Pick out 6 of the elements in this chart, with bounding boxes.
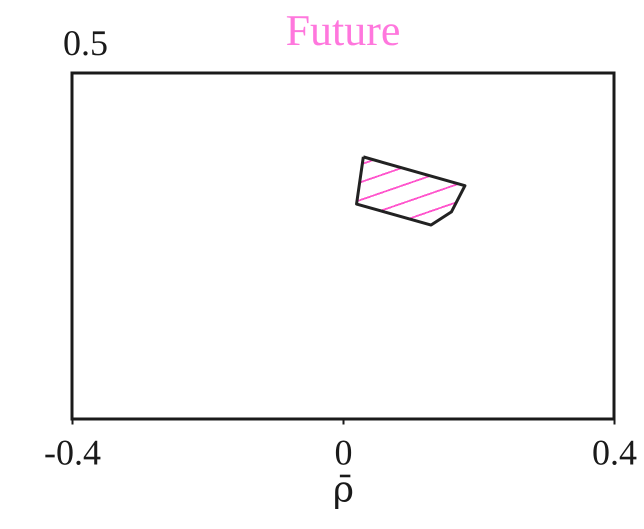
x-tick-label: -0.4 bbox=[44, 432, 101, 472]
x-tick-label: 0.4 bbox=[592, 432, 637, 472]
chart-title: Future bbox=[286, 6, 400, 55]
x-tick-label: 0 bbox=[334, 432, 352, 472]
text: 0.5 bbox=[63, 23, 108, 63]
x-axis-title: ρ̄ bbox=[332, 470, 354, 510]
